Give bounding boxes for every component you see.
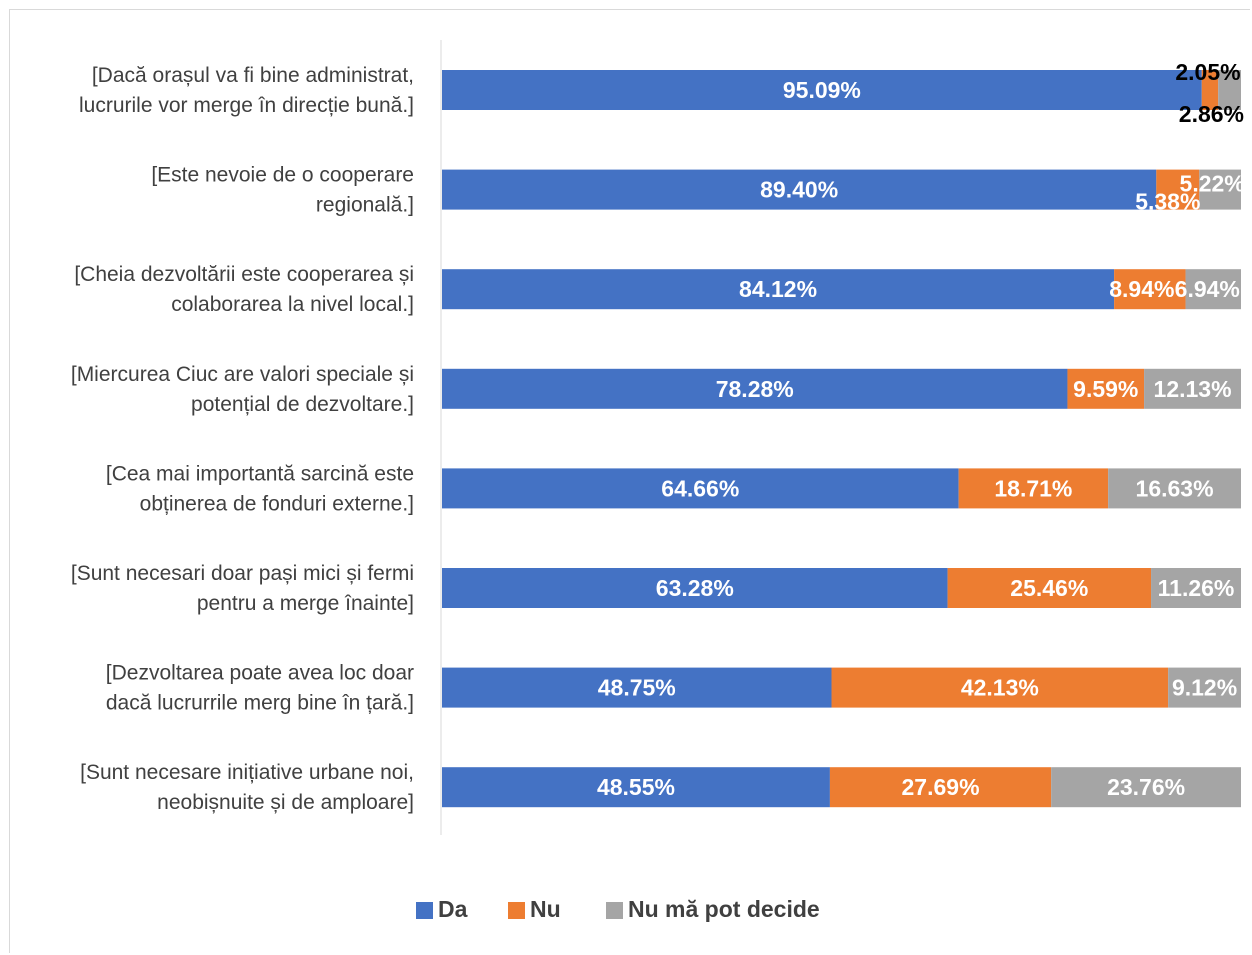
data-label: 84.12% [739,276,817,302]
data-label: 18.71% [994,475,1072,501]
legend: Da Nu Nu mă pot decide [416,896,820,922]
bar-segment-da [442,70,1202,110]
bar-segment-nu-mă-pot-decide [1168,667,1241,708]
category-label: [Cea mai importantă sarcină este [106,462,414,485]
data-label: 2.86% [1179,101,1244,127]
bar-segment-da [442,568,948,608]
data-label: 11.26% [1158,575,1235,601]
category-label: [Este nevoie de o cooperare [151,164,414,187]
data-label: 63.28% [656,575,734,601]
bar-segment-nu [1201,70,1219,110]
bar-segment-da [442,169,1157,210]
category-label: regională.] [316,194,414,217]
data-label: 27.69% [902,774,980,800]
bar-segment-nu [947,568,1152,608]
data-label: 8.94% [1109,276,1174,302]
data-label: 89.40% [760,177,838,203]
category-label: [Sunt necesare inițiative urbane noi, [80,761,414,784]
bar-row: [Sunt necesare inițiative urbane noi, neo… [80,761,1241,814]
bar-segment-da [442,269,1115,310]
category-label: pentru a merge înainte] [197,592,414,615]
bar-segment-nu [1114,269,1186,310]
bar-segment-nu [958,468,1109,509]
bar-segment-nu [1067,368,1145,409]
bar-row: [Miercurea Ciuc are valori speciale și po… [71,363,1241,416]
bar-segment-da [442,368,1068,409]
data-label: 64.66% [661,475,739,501]
data-label: 23.76% [1107,774,1185,800]
bar-segment-nu [1156,169,1200,210]
bar-row: [Este nevoie de o cooperare regională.] 89… [151,164,1244,217]
category-label: [Cheia dezvoltării este cooperarea și [74,263,414,286]
data-label: 5.38% [1135,189,1200,215]
data-label: 25.46% [1010,575,1088,601]
data-label: 5.22% [1180,171,1245,197]
category-label: dacă lucrurrile merg bine în țară.] [106,692,414,715]
bar-row: [Cea mai importantă sarcină este obținere… [106,462,1241,515]
bar-segment-da [442,667,832,708]
category-label: colaborarea la nivel local.] [171,293,414,316]
category-label: [Sunt necesari doar pași mici și fermi [71,562,414,585]
bar-segment-nu-mă-pot-decide [1151,568,1241,608]
bar-segment-nu-mă-pot-decide [1051,767,1241,808]
data-label: 6.94% [1175,276,1240,302]
legend-swatch [416,902,433,919]
data-label: 42.13% [961,675,1039,701]
category-label: obținerea de fonduri externe.] [140,492,414,515]
data-label: 48.75% [598,675,676,701]
bar-segment-da [442,468,959,509]
data-label: 48.55% [597,774,675,800]
data-label: 78.28% [716,376,794,402]
bar-row: [Dezvoltarea poate avea loc doar dacă luc… [106,662,1241,715]
bar-segment-da [442,767,830,808]
legend-label: Nu mă pot decide [628,896,820,922]
data-label: 9.59% [1073,376,1138,402]
legend-label: Da [438,896,468,922]
category-label: neobișnuite și de amploare] [157,791,414,814]
bar-row: [Cheia dezvoltării este cooperarea și col… [74,263,1241,316]
category-label: [Miercurea Ciuc are valori speciale și [71,363,414,386]
bar-segment-nu [829,767,1052,808]
bar-segment-nu-mă-pot-decide [1199,169,1241,210]
data-label: 16.63% [1136,475,1214,501]
legend-swatch [508,902,525,919]
bar-row: [Sunt necesari doar pași mici și fermi pe… [71,562,1241,615]
bar-segment-nu-mă-pot-decide [1185,269,1241,310]
legend-label: Nu [530,896,561,922]
data-label: 9.12% [1172,675,1237,701]
data-label: 12.13% [1154,376,1232,402]
chart-frame [9,9,1250,953]
category-label: lucrurile vor merge în direcție bună.] [79,94,414,117]
data-label: 95.09% [783,77,861,103]
bar-segment-nu-mă-pot-decide [1108,468,1241,509]
data-label: 2.05% [1175,59,1240,85]
bar-segment-nu-mă-pot-decide [1144,368,1241,409]
bar-row: [Dacă orașul va fi bine administrat, lucr… [79,59,1244,127]
category-label: [Dacă orașul va fi bine administrat, [92,64,414,87]
category-label: [Dezvoltarea poate avea loc doar [106,662,414,685]
legend-swatch [606,902,623,919]
category-label: potențial de dezvoltare.] [191,393,414,416]
bar-segment-nu-mă-pot-decide [1218,70,1241,110]
bar-segment-nu [831,667,1169,708]
